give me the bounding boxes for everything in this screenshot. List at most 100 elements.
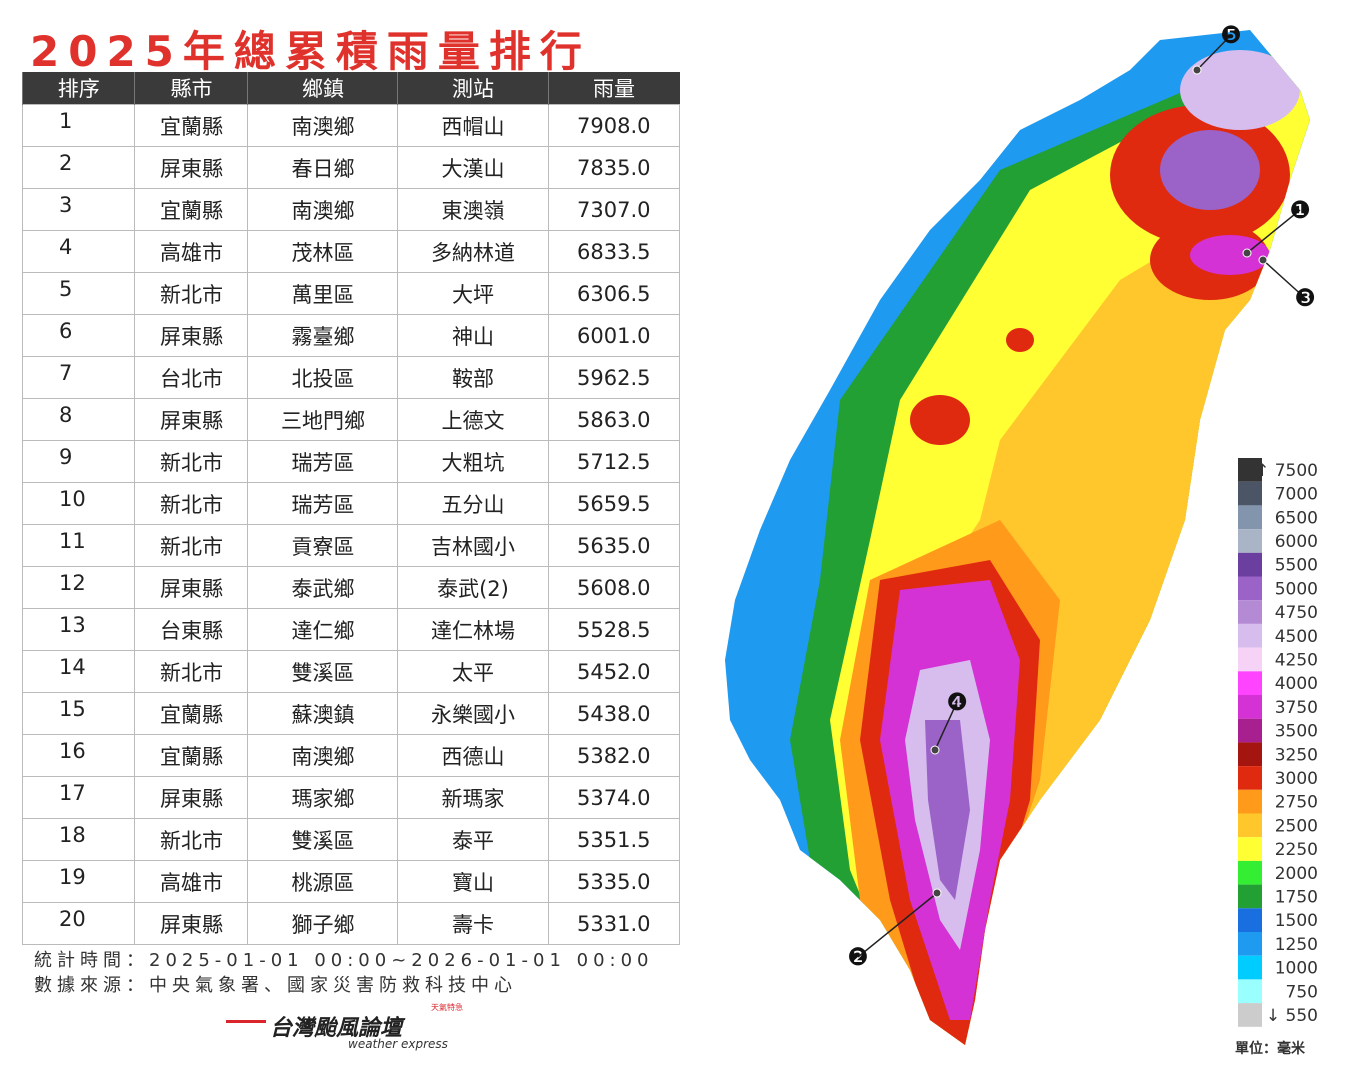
legend-swatch <box>1238 955 1262 980</box>
table-cell: 霧臺鄉 <box>247 314 399 357</box>
table-row: 2 屏東縣 春日鄉 大漢山 7835.0 <box>21 146 680 189</box>
table-cell: 7835.0 <box>547 146 680 189</box>
table-cell: 11 <box>21 524 136 567</box>
table-cell: 5863.0 <box>547 398 680 441</box>
table-row: 10 新北市 瑞芳區 五分山 5659.5 <box>21 482 680 525</box>
marker-label: ❶ <box>1289 196 1311 224</box>
table-cell: 雙溪區 <box>247 650 399 693</box>
legend-swatch <box>1238 458 1262 482</box>
table-cell: 獅子鄉 <box>247 902 399 945</box>
legend-swatch <box>1238 789 1262 814</box>
legend-swatch <box>1238 671 1262 695</box>
legend-label: 1500 <box>1275 911 1318 931</box>
table-cell: 達仁鄉 <box>247 608 399 651</box>
table-cell: 5528.5 <box>547 608 680 651</box>
table-cell: 12 <box>21 566 136 609</box>
table-cell: 3 <box>21 188 136 231</box>
station-dot <box>1242 248 1252 258</box>
column-header: 排序 <box>21 72 135 105</box>
table-cell: 東澳嶺 <box>397 188 549 231</box>
table-cell: 蘇澳鎮 <box>247 692 399 735</box>
legend-label: ↑ 7500 <box>1255 461 1318 481</box>
table-cell: 17 <box>21 776 136 819</box>
station-dot <box>930 745 940 755</box>
table-row: 9 新北市 瑞芳區 大粗坑 5712.5 <box>21 440 680 483</box>
legend-swatch <box>1238 979 1262 1004</box>
table-cell: 屏東縣 <box>134 146 249 189</box>
table-cell: 5635.0 <box>547 524 680 567</box>
table-cell: 10 <box>21 482 136 525</box>
table-cell: 5608.0 <box>547 566 680 609</box>
table-cell: 6306.5 <box>547 272 680 315</box>
table-cell: 瑞芳區 <box>247 482 399 525</box>
table-cell: 屏東縣 <box>134 566 249 609</box>
table-row: 14 新北市 雙溪區 太平 5452.0 <box>21 650 680 693</box>
table-cell: 6001.0 <box>547 314 680 357</box>
table-row: 8 屏東縣 三地門鄉 上德文 5863.0 <box>21 398 680 441</box>
table-cell: 鞍部 <box>397 356 549 399</box>
station-dot <box>1258 255 1268 265</box>
table-cell: 13 <box>21 608 136 651</box>
logo-name: 台灣颱風論壇 <box>270 1016 403 1041</box>
table-row: 12 屏東縣 泰武鄉 泰武(2) 5608.0 <box>21 566 680 609</box>
ranking-table: 排序 縣市 鄉鎮 測站 雨量 1 宜蘭縣 南澳鄉 西帽山 7908.0 2 屏東縣 春日鄉 大漢山 7835… <box>21 72 680 945</box>
table-cell: 7 <box>21 356 136 399</box>
legend-swatch <box>1238 576 1262 601</box>
table-cell: 屏東縣 <box>134 398 249 441</box>
table-cell: 上德文 <box>397 398 549 441</box>
source: 數據來源：中央氣象署、國家災害防救科技中心 <box>34 975 517 996</box>
map-markers: ❶ ❷ ❸ ❹ ❺ <box>847 21 1316 971</box>
table-cell: 7307.0 <box>547 188 680 231</box>
marker-leader <box>1262 259 1306 299</box>
legend-label: 2500 <box>1275 816 1318 836</box>
legend-label: 3250 <box>1275 745 1318 765</box>
table-row: 1 宜蘭縣 南澳鄉 西帽山 7908.0 <box>21 104 680 147</box>
legend-label: ↓ 550 <box>1266 1006 1318 1026</box>
table-cell: 20 <box>21 902 136 945</box>
table-cell: 宜蘭縣 <box>134 734 249 777</box>
table-row: 5 新北市 萬里區 大坪 6306.5 <box>21 272 680 315</box>
table-cell: 大漢山 <box>397 146 549 189</box>
table-cell: 5351.5 <box>547 818 680 861</box>
table-row: 6 屏東縣 霧臺鄉 神山 6001.0 <box>21 314 680 357</box>
table-cell: 5712.5 <box>547 440 680 483</box>
table-row: 17 屏東縣 瑪家鄉 新瑪家 5374.0 <box>21 776 680 819</box>
table-cell: 貢寮區 <box>247 524 399 567</box>
legend-label: 4750 <box>1275 603 1318 623</box>
table-cell: 達仁林場 <box>397 608 549 651</box>
legend-swatch <box>1238 481 1262 506</box>
table-row: 3 宜蘭縣 南澳鄉 東澳嶺 7307.0 <box>21 188 680 231</box>
table-cell: 多納林道 <box>397 230 549 273</box>
marker-leader <box>1196 34 1232 71</box>
marker-leader <box>1246 209 1301 254</box>
column-header: 雨量 <box>547 72 680 105</box>
map-legend: ↑ 7500 7000 6500 6000 5500 5000 4750 4500 4250 40… <box>1238 458 1318 1027</box>
table-cell: 宜蘭縣 <box>134 692 249 735</box>
table-cell: 南澳鄉 <box>247 104 399 147</box>
table-cell: 屏東縣 <box>134 776 249 819</box>
legend-label: 5500 <box>1275 556 1318 576</box>
table-cell: 桃源區 <box>247 860 399 903</box>
table-cell: 新北市 <box>134 440 249 483</box>
table-cell: 9 <box>21 440 136 483</box>
table-cell: 新北市 <box>134 524 249 567</box>
marker-label: ❺ <box>1220 21 1242 49</box>
table-cell: 8 <box>21 398 136 441</box>
column-header: 縣市 <box>134 72 248 105</box>
table-cell: 大坪 <box>397 272 549 315</box>
table-cell: 新北市 <box>134 818 249 861</box>
legend-swatch <box>1238 600 1262 624</box>
table-cell: 15 <box>21 692 136 735</box>
legend-swatch <box>1238 623 1262 648</box>
table-row: 18 新北市 雙溪區 泰平 5351.5 <box>21 818 680 861</box>
legend-unit: 單位：毫米 <box>1235 1040 1306 1057</box>
legend-swatch <box>1238 908 1262 932</box>
table-cell: 2 <box>21 146 136 189</box>
table-cell: 5659.5 <box>547 482 680 525</box>
table-cell: 5335.0 <box>547 860 680 903</box>
legend-swatch <box>1238 1003 1262 1027</box>
table-cell: 壽卡 <box>397 902 549 945</box>
table-cell: 新北市 <box>134 482 249 525</box>
table-cell: 台北市 <box>134 356 249 399</box>
